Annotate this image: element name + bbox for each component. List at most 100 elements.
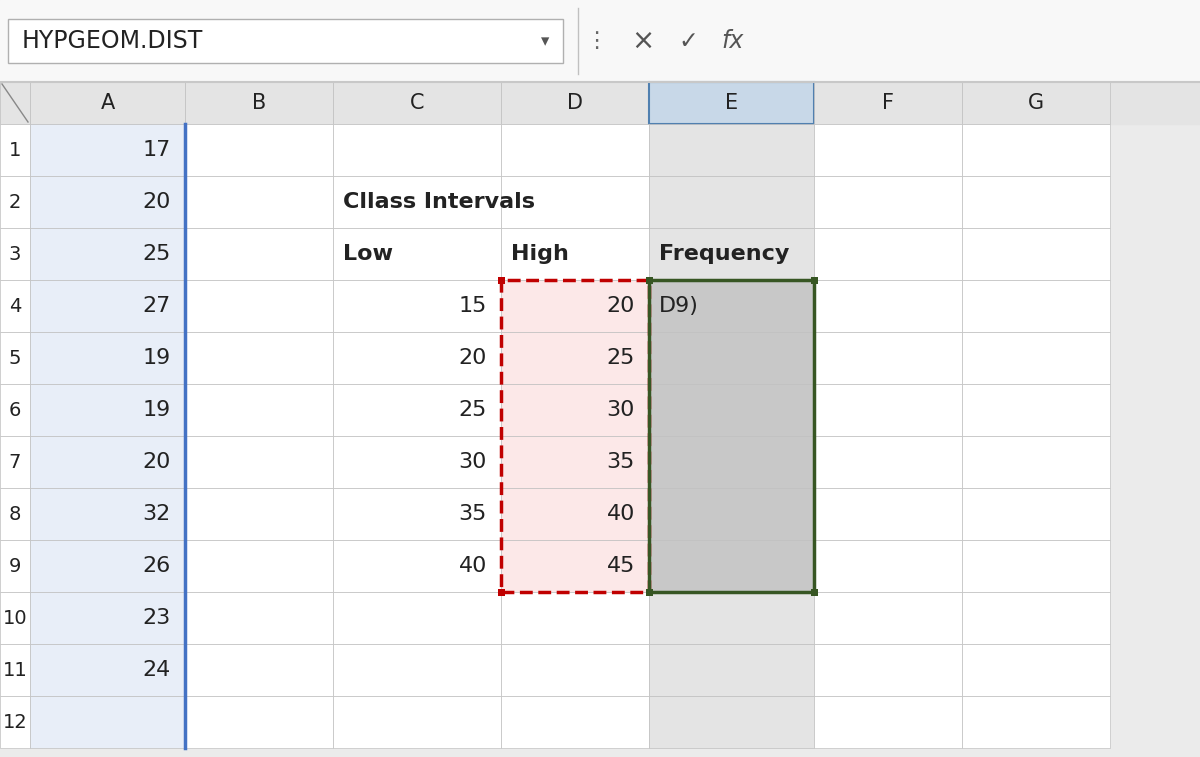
Text: 25: 25 [143,244,172,264]
Bar [30,592,185,644]
Text: 26: 26 [143,556,172,576]
Bar [502,540,649,592]
Bar [962,176,1110,228]
Text: ⋮: ⋮ [584,31,607,51]
Bar [334,384,502,436]
Bar [649,592,814,644]
Bar [962,696,1110,748]
Bar [814,280,962,332]
Text: 20: 20 [607,296,635,316]
Text: 30: 30 [458,452,487,472]
Bar [185,176,334,228]
Bar [0,0,1200,82]
Bar [814,332,962,384]
Bar [0,696,30,748]
Bar [962,280,1110,332]
Bar [185,592,334,644]
Bar [30,488,185,540]
Bar [30,176,185,228]
Bar [814,488,962,540]
Bar [814,540,962,592]
Bar [185,384,334,436]
Bar [814,124,962,176]
Bar [962,436,1110,488]
Bar [334,644,502,696]
Bar [502,592,649,644]
Bar [0,332,30,384]
Bar [30,696,185,748]
Text: C: C [409,93,425,113]
Bar [185,696,334,748]
Bar [185,82,334,124]
Bar [649,540,814,592]
Bar [185,124,334,176]
Text: 20: 20 [143,452,172,472]
Text: 8: 8 [8,504,22,524]
Text: 45: 45 [607,556,635,576]
Bar [646,588,653,596]
Bar [649,82,814,124]
Bar [502,176,649,228]
Text: A: A [101,93,115,113]
Bar [185,332,334,384]
Bar [8,19,563,63]
Bar [30,332,185,384]
Text: 4: 4 [8,297,22,316]
Bar [502,332,649,384]
Text: 27: 27 [143,296,172,316]
Bar [30,436,185,488]
Bar [502,696,649,748]
Bar [962,384,1110,436]
Bar [649,124,814,176]
Bar [649,280,814,332]
Bar [646,276,653,284]
Text: 40: 40 [458,556,487,576]
Bar [185,228,334,280]
Bar [649,280,814,592]
Bar [334,124,502,176]
Bar [962,124,1110,176]
Bar [30,384,185,436]
Text: 32: 32 [143,504,172,524]
Text: ×: × [631,27,655,55]
Bar [502,488,649,540]
Text: 25: 25 [607,348,635,368]
Bar [334,592,502,644]
Bar [962,488,1110,540]
Text: 3: 3 [8,245,22,263]
Text: 24: 24 [143,660,172,680]
Bar [498,588,504,596]
Text: Cllass Intervals: Cllass Intervals [343,192,535,212]
Bar [502,280,649,592]
Text: 20: 20 [143,192,172,212]
Bar [814,384,962,436]
Bar [185,436,334,488]
Bar [334,176,502,228]
Text: 11: 11 [2,661,28,680]
Bar [0,82,1200,124]
Text: 19: 19 [143,400,172,420]
Text: 35: 35 [607,452,635,472]
Bar [0,176,30,228]
Bar [502,82,649,124]
Bar [646,276,653,284]
Text: 30: 30 [607,400,635,420]
Bar [502,228,649,280]
Text: G: G [1028,93,1044,113]
Bar [962,228,1110,280]
Text: 5: 5 [8,348,22,367]
Bar [502,280,649,332]
Bar [334,436,502,488]
Bar [646,588,653,596]
Text: Low: Low [343,244,394,264]
Bar [649,696,814,748]
Bar [334,696,502,748]
Text: High: High [511,244,569,264]
Bar [30,228,185,280]
Bar [814,644,962,696]
Text: 17: 17 [143,140,172,160]
Text: HYPGEOM.DIST: HYPGEOM.DIST [22,29,203,53]
Bar [0,644,30,696]
Bar [30,644,185,696]
Text: 23: 23 [143,608,172,628]
